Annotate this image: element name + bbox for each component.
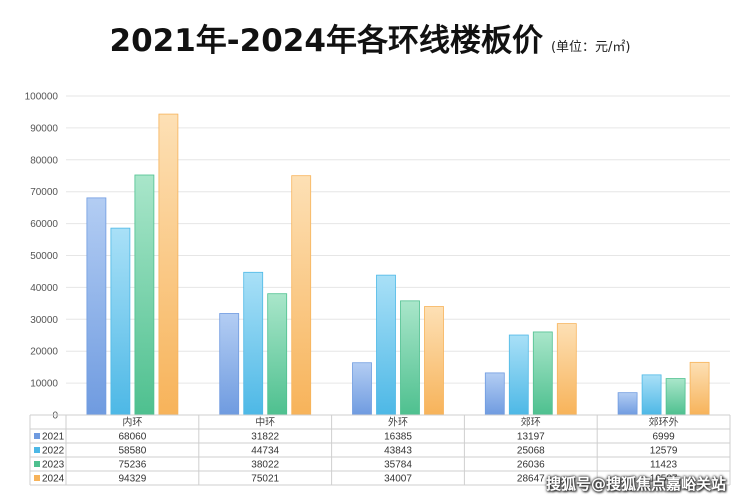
data-label: 34007: [384, 474, 412, 485]
category-label: 外环: [388, 417, 408, 429]
bar: [158, 113, 179, 416]
legend-label: 2024: [42, 474, 65, 485]
bar: [86, 197, 107, 416]
y-tick-label: 20000: [30, 347, 58, 358]
data-label: 44734: [251, 446, 279, 457]
bar: [219, 313, 240, 416]
data-label: 75236: [118, 460, 146, 471]
bar: [641, 374, 662, 416]
bar: [400, 300, 420, 416]
legend-label: 2021: [42, 432, 65, 443]
legend-swatch: [34, 447, 40, 453]
category-label: 郊环外: [649, 416, 679, 429]
y-tick-label: 70000: [30, 187, 58, 198]
legend-swatch: [34, 475, 40, 481]
y-tick-label: 0: [52, 411, 58, 422]
bar: [508, 334, 529, 416]
y-tick-label: 90000: [30, 123, 58, 134]
category-label: 郊环: [521, 416, 541, 429]
bar: [291, 175, 312, 416]
bar: [267, 293, 288, 416]
bar: [352, 362, 372, 416]
legend-label: 2023: [42, 460, 65, 471]
data-label: 94329: [118, 474, 146, 485]
y-tick-label: 60000: [30, 219, 58, 230]
bar: [424, 306, 444, 416]
data-label: 75021: [251, 474, 279, 485]
legend-swatch: [34, 433, 40, 439]
category-label: 中环: [255, 416, 275, 429]
y-tick-label: 80000: [30, 155, 58, 166]
data-label: 25068: [517, 446, 545, 457]
watermark: 搜狐号@搜狐焦点嘉峪关站: [545, 475, 726, 493]
bar: [110, 227, 131, 416]
data-label: 16507: [650, 474, 678, 485]
bar: [484, 372, 505, 416]
data-label: 43843: [384, 446, 412, 457]
legend-label: 2022: [42, 446, 65, 457]
bar: [532, 331, 553, 416]
data-label: 6999: [652, 432, 675, 443]
data-label: 26036: [517, 460, 545, 471]
bar: [243, 271, 264, 416]
title-area: 2021年-2024年各环线楼板价 (单位：元/㎡): [0, 10, 740, 60]
data-label: 28647: [517, 474, 545, 485]
y-tick-label: 10000: [30, 379, 58, 390]
data-label: 13197: [517, 432, 545, 443]
category-label: 内环: [122, 416, 142, 429]
data-label: 31822: [251, 432, 279, 443]
data-label: 58580: [118, 446, 146, 457]
data-label: 11423: [650, 460, 678, 471]
data-label: 16385: [384, 432, 412, 443]
bar: [617, 392, 638, 416]
data-label: 38022: [251, 460, 279, 471]
y-tick-label: 30000: [30, 315, 58, 326]
legend-swatch: [34, 461, 40, 467]
y-tick-label: 100000: [25, 92, 59, 103]
bar: [665, 378, 686, 416]
data-label: 12579: [650, 446, 678, 457]
data-label: 35784: [384, 460, 412, 471]
data-label: 68060: [118, 432, 146, 443]
y-tick-label: 40000: [30, 283, 58, 294]
bar: [376, 274, 396, 416]
bar: [134, 174, 155, 416]
bar: [689, 361, 710, 416]
bar: [556, 323, 577, 416]
chart-title: 2021年-2024年各环线楼板价: [109, 23, 543, 59]
y-tick-label: 50000: [30, 251, 58, 262]
chart-unit-label: (单位：元/㎡): [550, 40, 631, 55]
